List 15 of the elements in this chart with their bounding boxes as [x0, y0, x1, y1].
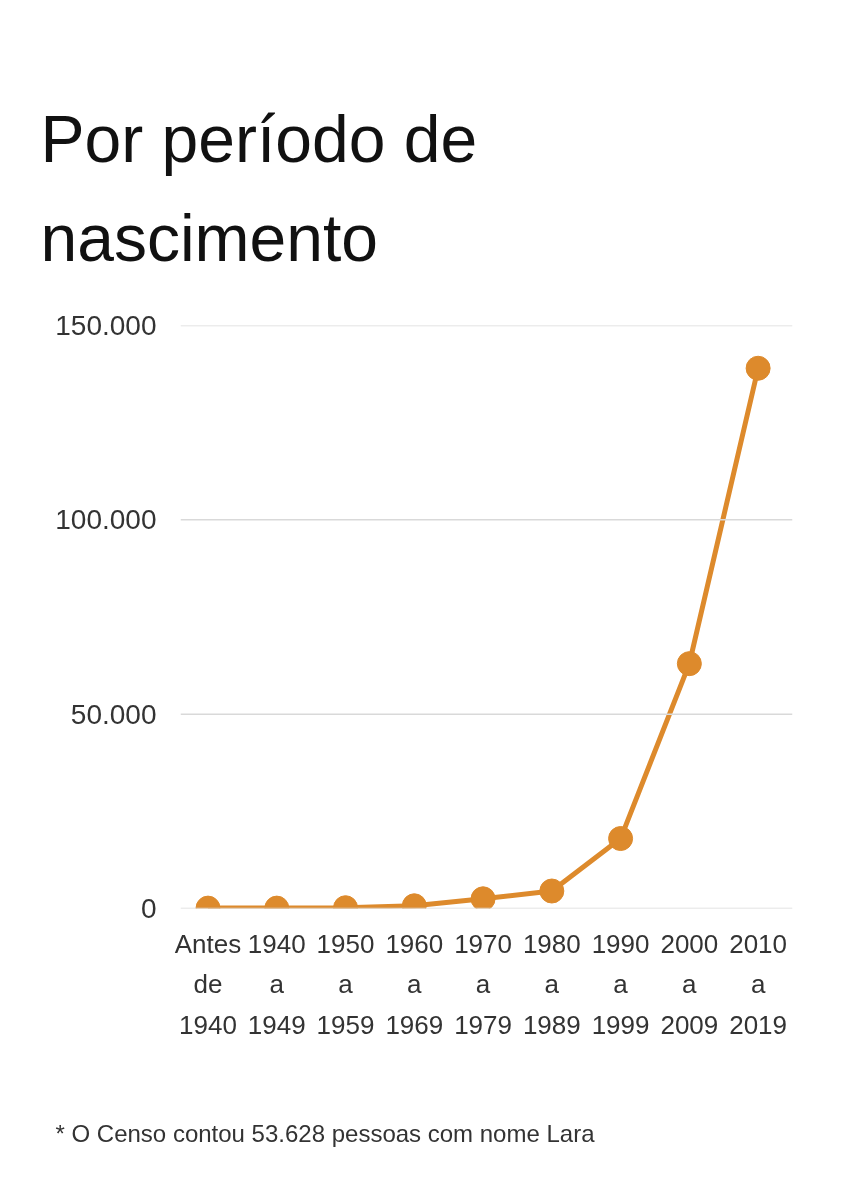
y-tick-label: 150.000: [55, 310, 157, 341]
x-tick-label: Antes de 1940: [174, 928, 242, 1040]
x-tick-label: 1970 a 1979: [454, 928, 512, 1040]
x-tick-label: 1980 a 1989: [522, 928, 581, 1040]
y-tick-label: 50.000: [70, 698, 157, 730]
x-tick-label: 1940 a 1949: [247, 928, 306, 1040]
x-tick-label: 1960 a 1969: [385, 928, 444, 1040]
x-tick-label: 1950 a 1959: [316, 928, 375, 1040]
text: * O Censo contou 53.628 pessoas com nome Lara: [55, 1119, 596, 1147]
x-tick-label: 2010 a 2019: [729, 928, 788, 1040]
y-tick-label: 0: [140, 893, 157, 924]
chart-title: Por período de nascimento: [40, 101, 478, 276]
x-tick-label: 2000 a 2009: [660, 928, 719, 1040]
x-tick-label: 1990 a 1999: [591, 928, 650, 1040]
y-tick-label: 100.000: [55, 504, 157, 536]
